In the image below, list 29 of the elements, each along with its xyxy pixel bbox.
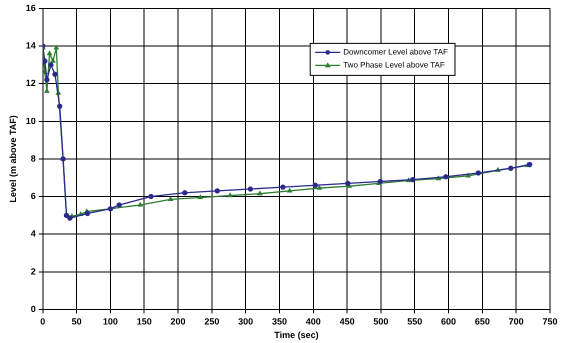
y-tick-label: 0	[30, 304, 36, 314]
x-tick-label: 0	[40, 316, 46, 326]
x-axis-title: Time (sec)	[274, 330, 319, 340]
y-tick-label: 6	[30, 191, 36, 202]
x-tick-label: 600	[441, 316, 456, 326]
x-tick-label: 650	[474, 316, 490, 326]
x-tick-label: 150	[136, 316, 152, 326]
y-tick-label: 2	[30, 266, 36, 276]
x-tick-label: 200	[170, 316, 186, 326]
x-tick-label: 300	[238, 316, 254, 326]
x-tick-label: 450	[340, 316, 355, 326]
x-tick-label: 550	[407, 316, 422, 326]
y-axis-title: Level (m above TAF)	[8, 115, 18, 203]
y-tick-label: 12	[26, 78, 36, 88]
x-tick-label: 500	[373, 316, 388, 326]
y-tick-label: 14	[26, 40, 36, 51]
legend-label: Downcomer Level above TAF	[343, 48, 448, 57]
y-tick-label: 16	[26, 2, 36, 13]
y-tick-label: 8	[30, 153, 36, 164]
x-tick-label: 700	[508, 316, 524, 326]
y-tick-label: 10	[26, 116, 36, 126]
x-tick-label: 750	[542, 316, 558, 326]
legend-label: Two Phase Level above TAF	[343, 60, 445, 70]
x-tick-label: 350	[272, 316, 288, 326]
x-tick-label: 50	[72, 316, 82, 326]
x-tick-label: 400	[306, 316, 321, 326]
x-tick-label: 250	[204, 316, 220, 326]
y-tick-label: 4	[30, 228, 36, 239]
x-tick-label: 100	[102, 316, 118, 326]
